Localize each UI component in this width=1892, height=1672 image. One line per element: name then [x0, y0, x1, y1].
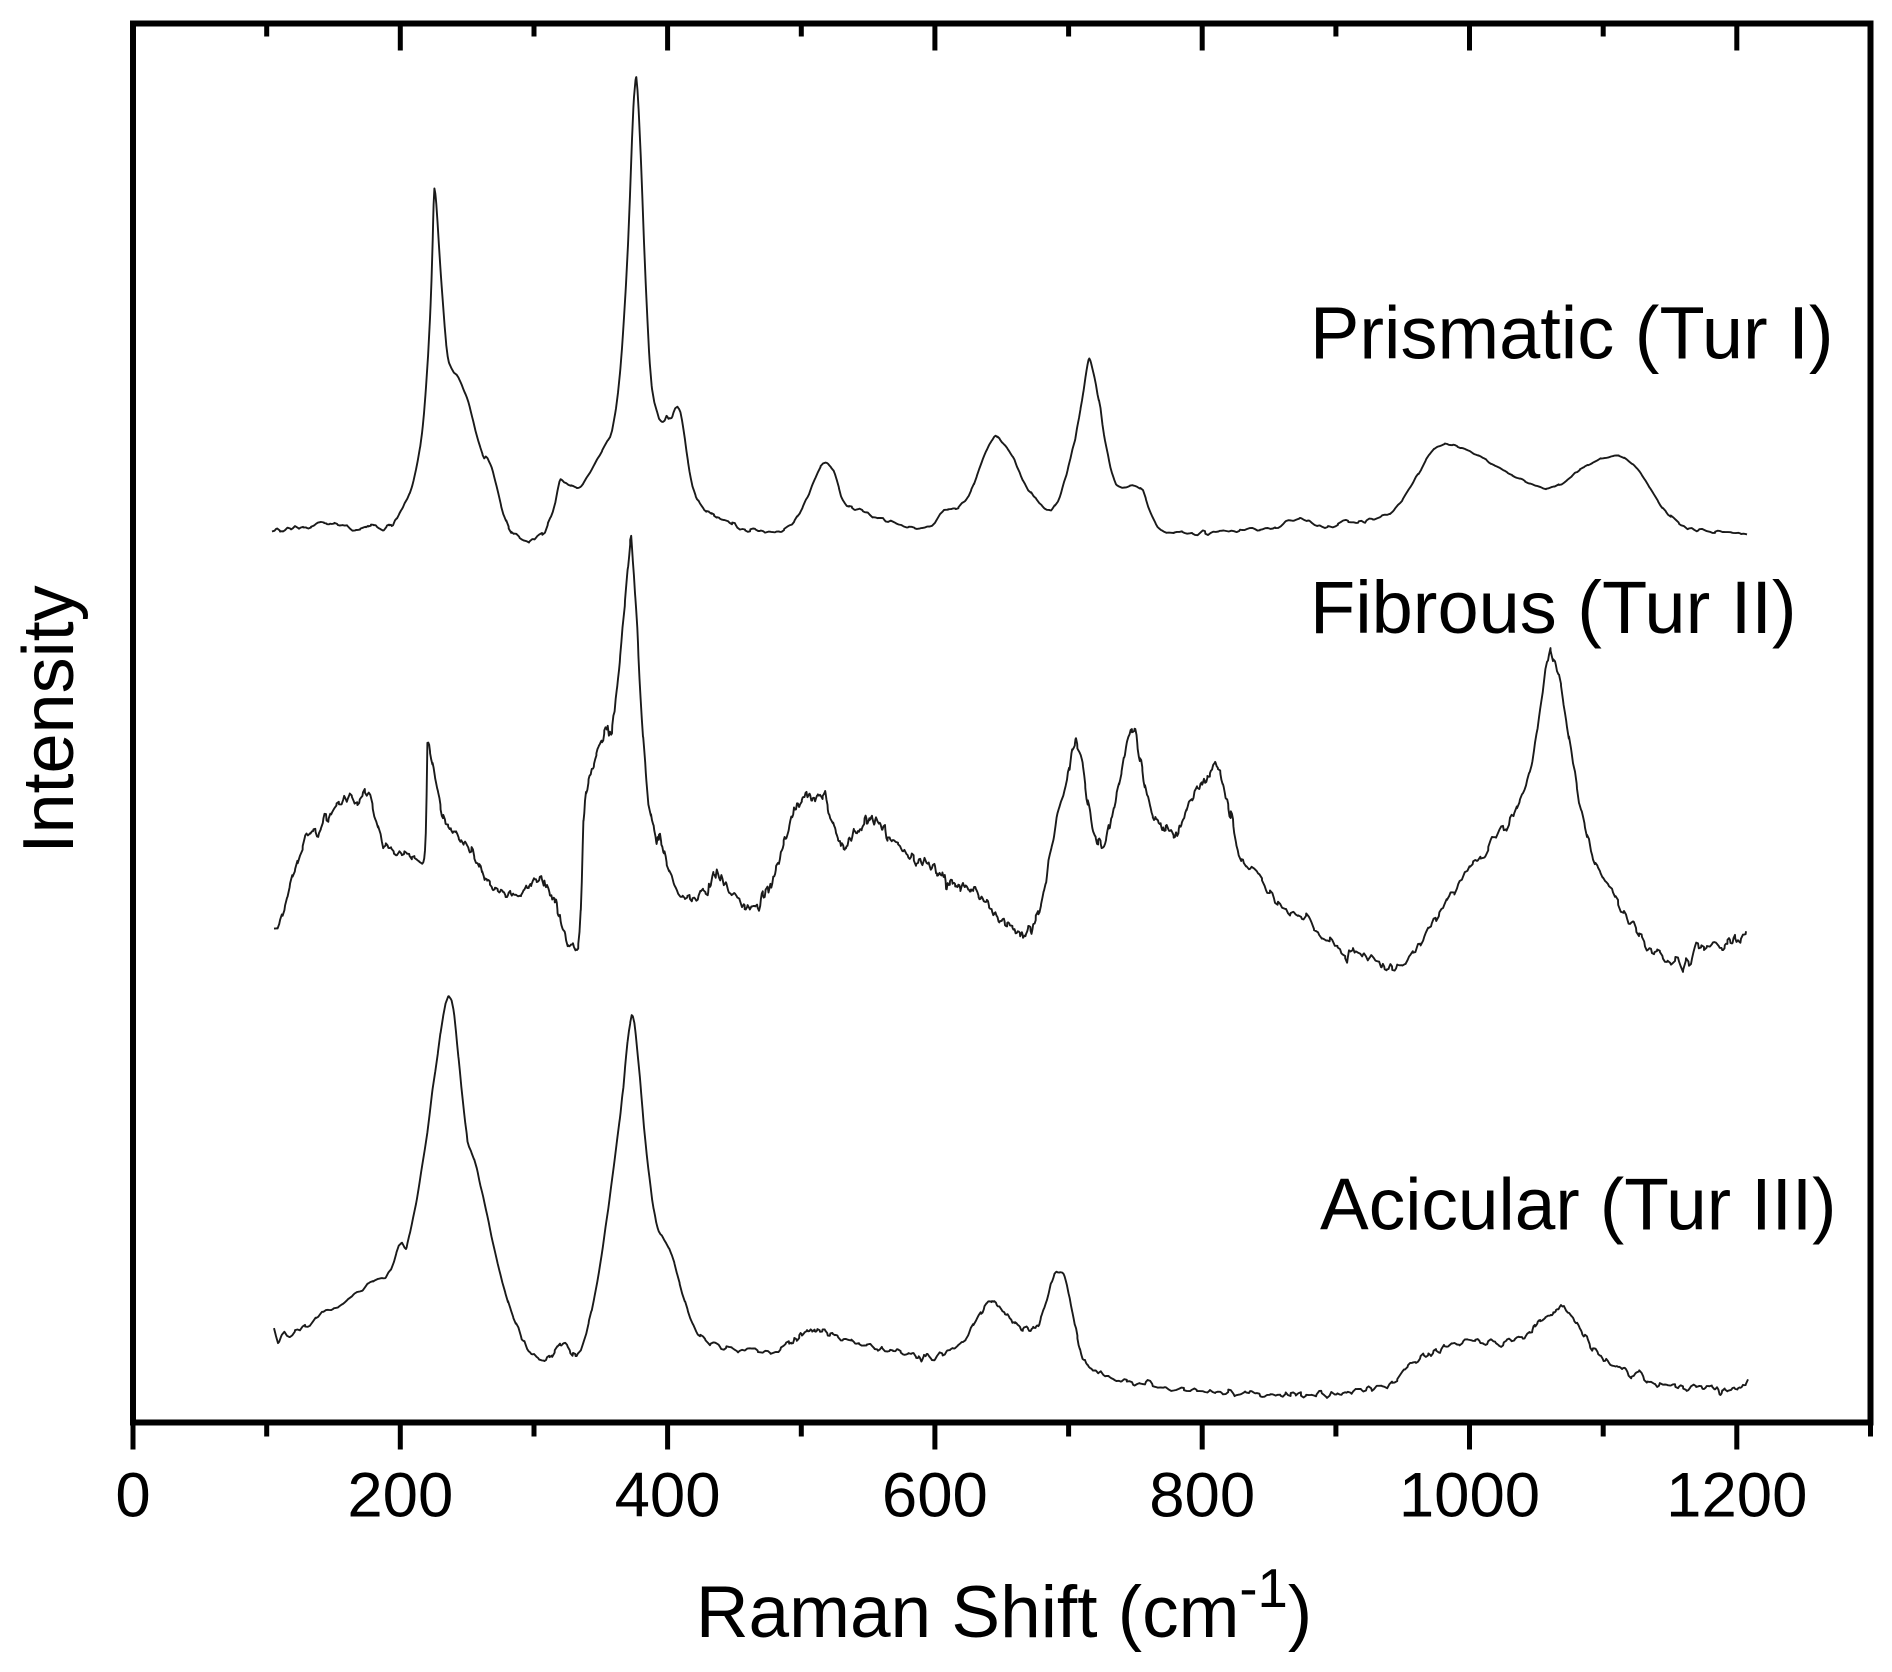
- svg-text:1200: 1200: [1666, 1461, 1807, 1531]
- svg-text:800: 800: [1149, 1461, 1255, 1531]
- svg-text:0: 0: [115, 1461, 150, 1531]
- svg-text:200: 200: [347, 1461, 453, 1531]
- svg-text:400: 400: [615, 1461, 721, 1531]
- svg-text:1000: 1000: [1399, 1461, 1540, 1531]
- svg-text:Acicular (Tur III): Acicular (Tur III): [1320, 1165, 1836, 1246]
- svg-text:600: 600: [882, 1461, 988, 1531]
- svg-text:Prismatic (Tur I): Prismatic (Tur I): [1310, 292, 1833, 375]
- svg-text:Fibrous (Tur II): Fibrous (Tur II): [1310, 566, 1797, 649]
- svg-text:Raman Shift (cm-1): Raman Shift (cm-1): [696, 1558, 1312, 1653]
- svg-text:Intensity: Intensity: [9, 585, 89, 853]
